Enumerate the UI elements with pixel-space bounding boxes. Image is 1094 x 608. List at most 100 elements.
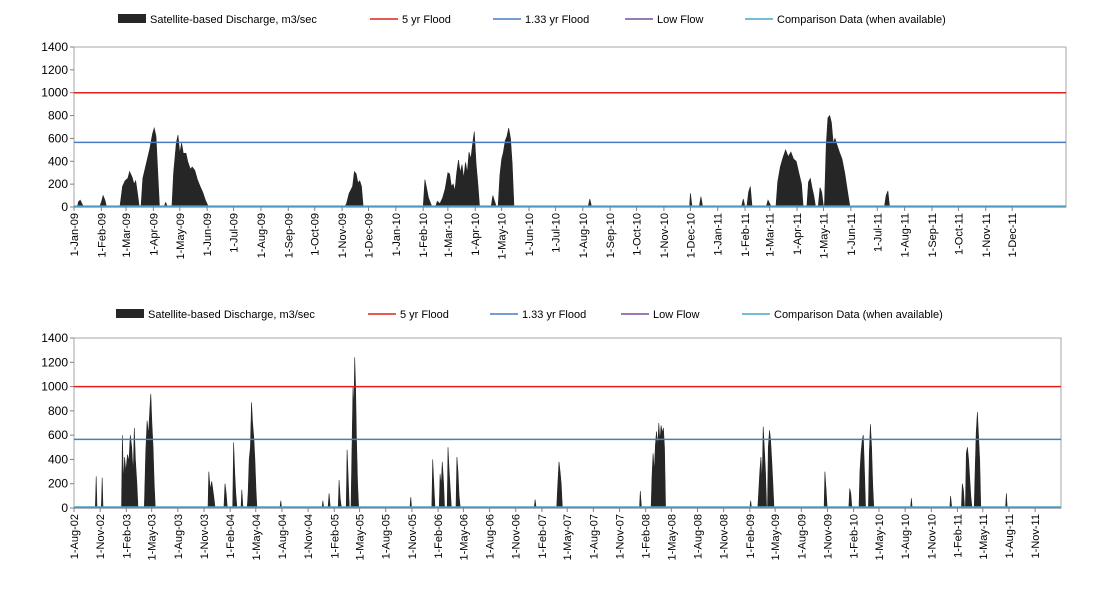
x-tick-label: 1-Jul-10 [550,213,562,253]
x-tick-label: 1-Feb-06 [433,514,445,559]
x-tick-label: 1-Oct-10 [632,213,644,256]
x-tick-label: 1-Nov-06 [511,514,523,559]
legend-label-2: 1.33 yr Flood [522,309,586,321]
x-tick-label: 1-Aug-10 [900,514,912,559]
x-tick-label: 1-Nov-11 [1030,514,1042,558]
x-tick-label: 1-Mar-09 [121,213,133,258]
x-tick-label: 1-Nov-07 [615,514,627,559]
x-tick-label: 1-Feb-10 [418,213,430,258]
x-tick-label: 1-Aug-09 [256,213,268,258]
x-tick-label: 1-Jul-09 [229,213,241,253]
y-tick-label: 0 [61,200,68,214]
legend-label-4: Comparison Data (when available) [777,14,946,26]
y-tick-label: 400 [48,154,68,168]
x-tick-label: 1-Aug-02 [69,514,81,559]
x-tick-label: 1-May-11 [978,514,990,560]
x-tick-label: 1-Jul-11 [872,213,884,252]
x-tick-label: 1-Jan-11 [713,213,725,256]
x-tick-label: 1-Dec-10 [685,213,697,258]
y-tick-label: 600 [48,131,68,145]
y-tick-label: 1400 [41,40,68,54]
y-tick-label: 1200 [41,355,68,369]
x-tick-label: 1-Nov-04 [303,514,315,559]
x-tick-label: 1-Feb-03 [121,514,133,559]
x-tick-label: 1-May-06 [458,514,470,560]
discharge-area-series [74,357,1061,509]
legend-label-2: 1.33 yr Flood [525,14,589,26]
x-tick-label: 1-Nov-03 [199,514,211,559]
y-tick-label: 800 [48,404,68,418]
x-tick-label: 1-May-03 [147,514,159,560]
y-tick-label: 0 [61,501,68,515]
x-tick-label: 1-Nov-10 [926,514,938,559]
x-tick-label: 1-Jun-10 [524,213,536,256]
x-tick-label: 1-Jun-09 [202,213,214,256]
x-tick-label: 1-Aug-03 [173,514,185,559]
x-tick-label: 1-Oct-11 [953,213,965,255]
x-tick-label: 1-Mar-11 [765,213,777,257]
y-tick-label: 800 [48,109,68,123]
x-tick-label: 1-Feb-11 [952,514,964,558]
x-tick-label: 1-May-04 [251,514,263,560]
x-tick-label: 1-May-09 [770,514,782,560]
plot-area [73,46,1067,208]
chart-2: Satellite-based Discharge, m3/sec 5 yr Fl… [41,309,1062,560]
y-axis: 0 200 400 600 800 1000 1200 1400 [41,40,74,214]
x-tick-label: 1-Feb-09 [745,514,757,559]
chart-1: Satellite-based Discharge, m3/sec 5 yr Fl… [41,14,1067,259]
x-axis: 1-Aug-02 1-Nov-02 1-Feb-03 1-May-03 1-Aug-03… [69,508,1042,560]
x-tick-label: 1-May-07 [562,514,574,560]
discharge-area-series [74,114,1066,208]
x-tick-label: 1-Apr-09 [148,213,160,256]
y-tick-label: 1200 [41,63,68,77]
x-tick-label: 1-Aug-09 [796,514,808,559]
x-tick-label: 1-Aug-05 [381,514,393,559]
y-tick-label: 400 [48,452,68,466]
x-tick-label: 1-Aug-06 [485,514,497,559]
x-tick-label: 1-Jan-10 [391,213,403,256]
x-tick-label: 1-Aug-07 [588,514,600,559]
x-tick-label: 1-Nov-11 [981,213,993,257]
legend-label-0: Satellite-based Discharge, m3/sec [150,14,317,26]
x-tick-label: 1-Apr-11 [792,213,804,255]
legend: Satellite-based Discharge, m3/sec 5 yr Fl… [118,14,946,26]
x-tick-label: 1-Feb-08 [641,514,653,559]
x-tick-label: 1-Sep-11 [927,213,939,257]
x-axis: 1-Jan-09 1-Feb-09 1-Mar-09 1-Apr-09 1-May-09… [69,207,1019,259]
x-tick-label: 1-Feb-07 [537,514,549,559]
x-tick-label: 1-Nov-08 [719,514,731,559]
x-tick-label: 1-Aug-04 [277,514,289,559]
y-tick-label: 200 [48,477,68,491]
x-tick-label: 1-Jun-11 [846,213,858,256]
y-tick-label: 1000 [41,380,68,394]
plot-area [73,337,1062,509]
x-tick-label: 1-Sep-09 [283,213,295,258]
y-tick-label: 1000 [41,86,68,100]
x-tick-label: 1-Nov-10 [659,213,671,258]
legend-swatch-discharge [118,14,146,23]
y-tick-label: 1400 [41,331,68,345]
x-tick-label: 1-May-10 [874,514,886,560]
x-tick-label: 1-Apr-10 [470,213,482,256]
x-tick-label: 1-May-10 [497,213,509,259]
x-tick-label: 1-Sep-10 [605,213,617,258]
x-tick-label: 1-Oct-09 [310,213,322,256]
x-tick-label: 1-Feb-10 [849,514,861,559]
x-tick-label: 1-Dec-11 [1007,213,1019,257]
x-tick-label: 1-Mar-10 [443,213,455,258]
x-tick-label: 1-Feb-11 [740,213,752,257]
legend-label-1: 5 yr Flood [402,14,451,26]
legend-label-3: Low Flow [653,309,700,321]
y-tick-label: 200 [48,177,68,191]
legend-label-3: Low Flow [657,14,704,26]
x-tick-label: 1-Nov-05 [407,514,419,559]
legend-swatch-discharge [116,309,144,318]
x-tick-label: 1-Aug-10 [578,213,590,258]
x-tick-label: 1-Nov-09 [337,213,349,258]
x-tick-label: 1-Feb-05 [329,514,341,559]
legend-label-0: Satellite-based Discharge, m3/sec [148,309,315,321]
y-tick-label: 600 [48,428,68,442]
x-tick-label: 1-Aug-08 [692,514,704,559]
legend-label-1: 5 yr Flood [400,309,449,321]
